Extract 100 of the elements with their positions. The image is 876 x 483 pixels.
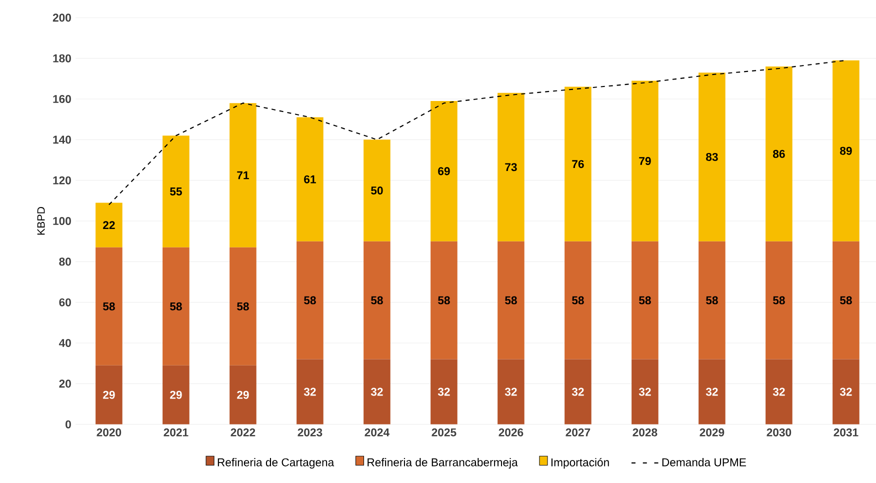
- data-label: 32: [370, 388, 383, 396]
- data-label: 32: [304, 388, 316, 396]
- data-label: 58: [237, 302, 249, 310]
- y-tick-label: 160: [53, 95, 71, 104]
- bar: [162, 365, 190, 424]
- bar: [430, 241, 458, 360]
- x-tick-label: 2020: [96, 428, 122, 436]
- data-label: 22: [103, 221, 115, 230]
- legend-label: Refineria de Cartagena: [218, 458, 334, 469]
- bar: [564, 241, 592, 360]
- data-label: 58: [505, 296, 517, 304]
- data-label: 29: [170, 390, 182, 399]
- bar: [498, 92, 524, 242]
- y-tick-label: 200: [52, 14, 71, 22]
- bar: [364, 140, 390, 242]
- data-label: 58: [706, 296, 718, 304]
- data-label: 58: [572, 296, 584, 304]
- bar: [96, 247, 122, 366]
- bar: [766, 359, 792, 424]
- data-label: 58: [773, 296, 785, 304]
- x-tick-label: 2021: [164, 428, 188, 436]
- data-label: 32: [840, 388, 852, 396]
- data-label: 58: [840, 296, 852, 304]
- bar: [364, 241, 390, 360]
- data-label: 58: [304, 296, 316, 304]
- data-label: 79: [639, 157, 651, 166]
- data-label: 76: [572, 160, 584, 168]
- x-tick-label: 2027: [566, 428, 590, 436]
- bar: [564, 359, 592, 424]
- data-label: 32: [638, 388, 651, 396]
- legend-label: Demanda UPME: [662, 458, 746, 466]
- y-tick-label: 20: [59, 380, 71, 388]
- y-tick-label: 80: [59, 258, 71, 266]
- data-label: 69: [438, 167, 450, 176]
- legend-label: Refineria de Barrancabermeja: [368, 458, 518, 469]
- data-label: 61: [304, 175, 316, 184]
- bar: [296, 241, 324, 360]
- bar: [698, 359, 726, 424]
- bar: [632, 80, 658, 242]
- bar: [698, 72, 726, 242]
- bar: [766, 241, 792, 360]
- bar: [296, 117, 324, 242]
- y-tick-label: 60: [59, 298, 71, 306]
- bar: [632, 241, 658, 360]
- bar: [632, 359, 658, 424]
- bar: [832, 241, 860, 360]
- x-tick-label: 2023: [298, 428, 322, 436]
- bar: [364, 359, 390, 424]
- x-tick-label: 2030: [766, 428, 792, 436]
- bar: [430, 359, 458, 424]
- data-label: 71: [237, 171, 249, 180]
- x-tick-label: 2029: [700, 428, 724, 436]
- data-label: 32: [438, 388, 450, 396]
- bar: [832, 359, 860, 424]
- data-label: 58: [371, 296, 383, 304]
- data-label: 50: [371, 186, 383, 195]
- bar: [162, 247, 190, 366]
- data-label: 29: [237, 390, 249, 399]
- y-tick-label: 180: [53, 54, 71, 62]
- x-tick-label: 2024: [364, 428, 390, 436]
- y-tick-label: 100: [53, 217, 71, 226]
- x-tick-label: 2031: [834, 428, 858, 436]
- bar: [296, 359, 324, 424]
- bar: [230, 365, 256, 424]
- legend-label: Importación: [551, 458, 609, 469]
- data-label: 58: [438, 296, 450, 304]
- y-tick-label: 120: [53, 176, 71, 184]
- data-label: 58: [639, 296, 651, 304]
- x-tick-label: 2025: [432, 428, 456, 436]
- y-tick-label: 0: [66, 420, 71, 428]
- bar: [162, 136, 190, 248]
- bar: [564, 86, 592, 242]
- data-label: 32: [504, 388, 517, 396]
- bar: [498, 359, 524, 424]
- data-label: 55: [170, 188, 182, 196]
- data-label: 32: [572, 388, 584, 396]
- bar: [766, 66, 792, 242]
- data-label: 32: [706, 388, 718, 396]
- data-label: 58: [103, 302, 115, 310]
- bar: [430, 101, 458, 242]
- y-tick-label: 140: [53, 136, 71, 144]
- x-tick-label: 2026: [498, 428, 524, 436]
- data-label: 86: [773, 150, 785, 158]
- data-label: 83: [706, 152, 718, 161]
- bar: [96, 365, 122, 424]
- y-tick-label: 40: [58, 338, 71, 348]
- bar: [230, 247, 256, 366]
- bar: [832, 60, 860, 242]
- data-label: 29: [103, 390, 115, 399]
- data-label: 73: [505, 163, 517, 172]
- bar: [230, 103, 256, 248]
- data-label: 89: [840, 146, 852, 155]
- x-tick-label: 2022: [230, 428, 256, 436]
- bar: [96, 202, 122, 248]
- y-axis-title: KBPD: [37, 206, 45, 235]
- data-label: 32: [772, 388, 785, 396]
- bar: [498, 241, 524, 360]
- x-tick-label: 2028: [632, 428, 658, 436]
- bar: [698, 241, 726, 360]
- data-label: 58: [170, 302, 182, 310]
